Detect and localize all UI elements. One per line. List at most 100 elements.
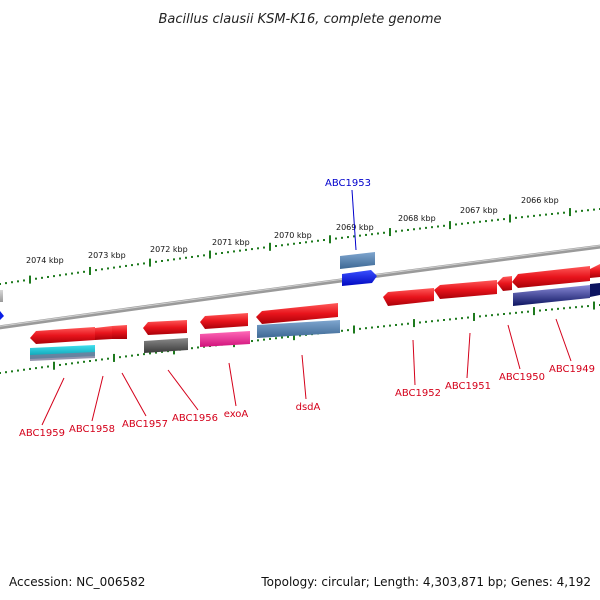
- gene-abc1952[interactable]: [383, 288, 434, 306]
- minor-tick: [395, 230, 397, 233]
- minor-tick: [527, 310, 529, 313]
- minor-tick: [557, 212, 559, 215]
- major-tick: [269, 242, 271, 251]
- minor-tick: [299, 242, 301, 244]
- gene-labels: ABC1953 ABC1959 ABC1958 ABC1957 ABC1956 …: [19, 178, 595, 439]
- minor-tick: [107, 357, 109, 360]
- gene-abc1951[interactable]: [434, 280, 497, 299]
- minor-tick: [353, 235, 355, 238]
- minor-tick: [335, 237, 337, 240]
- minor-tick: [143, 353, 145, 356]
- gene-label-exoa[interactable]: exoA: [224, 409, 249, 420]
- minor-tick: [23, 368, 25, 371]
- minor-tick: [413, 228, 415, 231]
- major-tick: [389, 228, 391, 237]
- minor-tick: [281, 244, 283, 247]
- minor-tick: [425, 320, 427, 323]
- gene-fragment-left-gray[interactable]: [0, 290, 3, 302]
- minor-tick: [59, 363, 61, 366]
- minor-tick: [275, 337, 277, 340]
- major-tick: [29, 275, 31, 284]
- minor-tick: [53, 275, 55, 278]
- minor-tick: [551, 212, 553, 215]
- map-title: Bacillus clausii KSM-K16, complete genom…: [158, 12, 441, 27]
- gene-label-abc1958[interactable]: ABC1958: [69, 424, 115, 435]
- minor-tick: [509, 312, 511, 315]
- minor-tick: [5, 282, 7, 285]
- gene-edge-right[interactable]: [590, 264, 600, 278]
- label-leader-lines: [41, 189, 572, 426]
- gene-label-abc1959[interactable]: ABC1959: [19, 428, 65, 439]
- minor-tick: [263, 246, 265, 249]
- gene-exoa[interactable]: [200, 313, 248, 329]
- gene-exoa-shade[interactable]: [200, 331, 250, 347]
- minor-tick: [461, 317, 463, 320]
- minor-tick: [71, 362, 73, 365]
- gene-dsda[interactable]: [256, 303, 338, 324]
- gene-label-abc1951[interactable]: ABC1951: [445, 381, 491, 392]
- gene-label-abc1957[interactable]: ABC1957: [122, 419, 168, 430]
- minor-tick: [323, 239, 325, 242]
- minor-tick: [113, 266, 115, 269]
- minor-tick: [521, 216, 523, 219]
- kbp-label-2071: 2071 kbp: [212, 238, 250, 247]
- gene-fragment-left-blue[interactable]: [0, 311, 4, 320]
- minor-tick: [11, 281, 13, 284]
- minor-tick: [5, 371, 7, 374]
- minor-tick: [269, 337, 271, 340]
- top-strand-genes: [340, 252, 377, 286]
- minor-tick: [479, 220, 481, 223]
- minor-tick: [593, 208, 595, 211]
- gene-abc1959[interactable]: [30, 327, 95, 344]
- minor-tick: [137, 353, 139, 356]
- kbp-label-2073: 2073 kbp: [88, 251, 126, 260]
- minor-tick: [131, 264, 133, 267]
- minor-tick: [587, 209, 589, 212]
- kbp-label-2068: 2068 kbp: [398, 214, 436, 223]
- gene-abc1953[interactable]: [342, 270, 377, 286]
- minor-tick: [383, 325, 385, 328]
- minor-tick: [11, 370, 13, 373]
- minor-tick: [563, 307, 565, 310]
- minor-tick: [119, 265, 121, 268]
- gene-abc1949-shade[interactable]: [513, 285, 590, 306]
- minor-tick: [221, 251, 223, 254]
- gene-label-abc1949[interactable]: ABC1949: [549, 364, 595, 375]
- minor-tick: [419, 227, 421, 230]
- gene-abc1953-shade[interactable]: [340, 252, 375, 269]
- major-tick: [569, 208, 571, 217]
- minor-tick: [77, 271, 79, 274]
- minor-tick: [161, 259, 163, 262]
- minor-tick: [233, 250, 235, 253]
- minor-tick: [107, 267, 109, 270]
- minor-tick: [251, 340, 253, 343]
- minor-tick: [437, 225, 439, 228]
- gene-abc1956[interactable]: [143, 320, 187, 335]
- minor-tick: [491, 314, 493, 317]
- minor-tick: [515, 216, 517, 219]
- gene-label-abc1956[interactable]: ABC1956: [172, 413, 218, 424]
- minor-tick: [461, 222, 463, 225]
- gene-dsda-shade[interactable]: [257, 320, 340, 338]
- gene-abc1956-shade[interactable]: [144, 338, 188, 353]
- minor-tick: [83, 360, 85, 363]
- minor-tick: [359, 234, 361, 237]
- minor-tick: [503, 312, 505, 315]
- minor-tick: [263, 338, 265, 341]
- minor-tick: [131, 354, 133, 357]
- gene-abc1950[interactable]: [497, 276, 512, 291]
- minor-tick: [125, 264, 127, 267]
- minor-tick: [191, 255, 193, 258]
- gene-abc1957[interactable]: [112, 325, 127, 339]
- minor-tick: [317, 239, 319, 242]
- gene-label-abc1953[interactable]: ABC1953: [325, 178, 371, 189]
- minor-tick: [545, 308, 547, 311]
- gene-label-abc1952[interactable]: ABC1952: [395, 388, 441, 399]
- gene-label-dsda[interactable]: dsdA: [296, 402, 321, 413]
- minor-tick: [371, 326, 373, 329]
- gene-abc1958[interactable]: [95, 326, 112, 340]
- minor-tick: [467, 316, 469, 319]
- minor-tick: [401, 229, 403, 232]
- gene-label-abc1950[interactable]: ABC1950: [499, 372, 545, 383]
- gene-abc1949[interactable]: [512, 266, 590, 288]
